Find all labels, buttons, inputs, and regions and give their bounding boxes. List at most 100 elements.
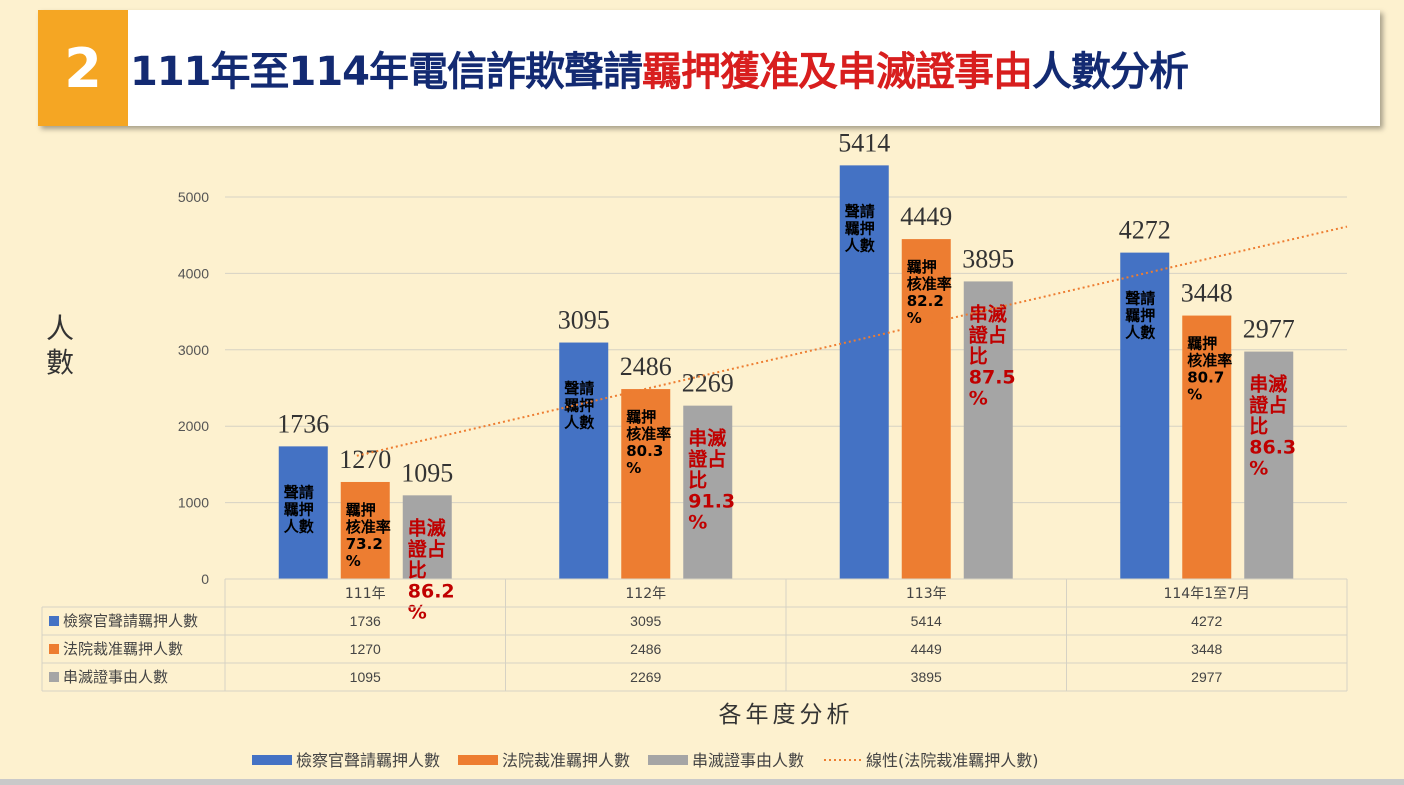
bar xyxy=(1244,351,1294,579)
table-cell: 2269 xyxy=(630,669,661,685)
bar-inner-label: 聲請 xyxy=(284,483,314,501)
x-category-label: 113年 xyxy=(906,586,947,602)
bar-inner-label: 串滅 xyxy=(969,302,1007,325)
bar xyxy=(278,446,328,579)
legend-label: 串滅證事由人數 xyxy=(692,751,804,770)
table-cell: 3895 xyxy=(911,669,942,685)
data-label: 5414 xyxy=(838,128,890,157)
bar-inner-label: % xyxy=(688,512,707,534)
bar xyxy=(963,281,1013,579)
data-label: 2269 xyxy=(682,369,734,398)
bar-inner-label: % xyxy=(969,387,988,409)
table-cell: 2486 xyxy=(630,641,661,657)
y-tick-label: 2000 xyxy=(178,418,209,434)
data-label: 1095 xyxy=(401,458,453,487)
y-tick-label: 5000 xyxy=(178,189,209,205)
title-banner: 2 111年至114年電信詐欺聲請 羈押獲准及串滅證事由 人數分析 xyxy=(38,10,1380,126)
table-cell: 3448 xyxy=(1191,641,1222,657)
bar xyxy=(340,481,390,579)
table-cell: 3095 xyxy=(630,613,661,629)
bar-inner-label: 比 xyxy=(688,470,707,492)
bar-inner-label: 80.3 xyxy=(626,442,663,460)
table-cell: 5414 xyxy=(911,613,942,629)
data-label: 4449 xyxy=(900,202,952,231)
bar-inner-label: 核准率 xyxy=(346,518,391,536)
bar-inner-label: % xyxy=(346,552,361,570)
bar-inner-label: 86.2 xyxy=(408,580,455,602)
bar-inner-label: 串滅 xyxy=(408,516,446,539)
data-label: 2977 xyxy=(1243,315,1295,344)
bar-inner-label: 87.5 xyxy=(969,366,1016,388)
bar xyxy=(402,495,452,579)
bar-inner-label: 聲請 xyxy=(564,380,594,398)
table-series-name: 法院裁准羈押人數 xyxy=(63,640,183,658)
bar-inner-label: 證占 xyxy=(688,448,726,471)
bar-inner-label: % xyxy=(626,459,641,477)
table-cell: 2977 xyxy=(1191,669,1222,685)
data-label: 1270 xyxy=(339,445,391,474)
bar-inner-label: 聲請 xyxy=(1125,290,1155,308)
bar-inner-label: 羈押 xyxy=(564,397,594,415)
bar-inner-label: 串滅 xyxy=(1249,373,1287,396)
y-tick-label: 0 xyxy=(201,571,209,587)
legend-label: 法院裁准羈押人數 xyxy=(502,751,630,770)
bar-inner-label: 羈押 xyxy=(346,501,376,519)
table-cell: 4272 xyxy=(1191,613,1222,629)
bar-inner-label: 核准率 xyxy=(1187,352,1232,370)
table-cell: 1095 xyxy=(350,669,381,685)
data-label: 3895 xyxy=(962,244,1014,273)
x-axis-title: 各年度分析 xyxy=(719,702,854,728)
y-tick-label: 3000 xyxy=(178,342,209,358)
bar-inner-label: 人數 xyxy=(845,236,875,254)
bar-inner-label: 86.3 xyxy=(1249,437,1296,459)
bar-inner-label: % xyxy=(907,309,922,327)
bar-inner-label: 聲請 xyxy=(845,202,875,220)
bar-inner-label: 羈押 xyxy=(1187,335,1217,353)
page-title: 111年至114年電信詐欺聲請 羈押獲准及串滅證事由 人數分析 xyxy=(130,10,1189,126)
title-part-1: 111年至114年電信詐欺聲請 xyxy=(130,49,643,95)
legend-swatch xyxy=(458,755,498,765)
table-cell: 1270 xyxy=(350,641,381,657)
bar-inner-label: 羈押 xyxy=(845,219,875,237)
bar-inner-label: 證占 xyxy=(969,323,1007,346)
bar-inner-label: 91.3 xyxy=(688,491,735,513)
bar xyxy=(839,165,889,579)
bar-inner-label: 人數 xyxy=(564,414,594,432)
x-category-label: 114年1至7月 xyxy=(1163,586,1250,602)
legend-swatch xyxy=(252,755,292,765)
x-category-label: 111年 xyxy=(345,586,386,602)
title-part-2-highlight: 羈押獲准及串滅證事由 xyxy=(642,49,1033,95)
bar-inner-label: 比 xyxy=(408,559,427,581)
table-legend-key xyxy=(49,644,59,654)
data-label: 4272 xyxy=(1119,216,1171,245)
legend-label: 線性(法院裁准羈押人數) xyxy=(866,751,1039,770)
legend-swatch xyxy=(648,755,688,765)
footer-bar xyxy=(0,779,1404,785)
bar xyxy=(901,239,951,579)
data-label: 3448 xyxy=(1181,279,1233,308)
data-label: 2486 xyxy=(620,352,672,381)
bar-inner-label: 羈押 xyxy=(1125,307,1155,325)
bar-inner-label: 羈押 xyxy=(626,408,656,426)
data-label: 3095 xyxy=(558,306,610,335)
bar-inner-label: % xyxy=(408,601,427,623)
bar-inner-label: 73.2 xyxy=(346,535,383,553)
table-cell: 1736 xyxy=(350,613,381,629)
trendline xyxy=(356,225,1348,457)
bar-inner-label: 證占 xyxy=(408,537,446,560)
y-axis-title: 數 xyxy=(46,346,74,379)
bar xyxy=(683,405,733,579)
y-axis-title: 人 xyxy=(46,312,74,345)
bar-inner-label: 人數 xyxy=(1125,324,1155,342)
section-number: 2 xyxy=(38,10,128,126)
bar-inner-label: 80.7 xyxy=(1187,369,1224,387)
table-cell: 4449 xyxy=(911,641,942,657)
table-legend-key xyxy=(49,616,59,626)
bar-inner-label: 核准率 xyxy=(626,425,671,443)
y-tick-label: 1000 xyxy=(178,495,209,511)
bar-inner-label: 核准率 xyxy=(907,275,952,293)
bar-inner-label: 證占 xyxy=(1249,394,1287,417)
bar-inner-label: 羈押 xyxy=(907,258,937,276)
bar xyxy=(1120,252,1170,579)
